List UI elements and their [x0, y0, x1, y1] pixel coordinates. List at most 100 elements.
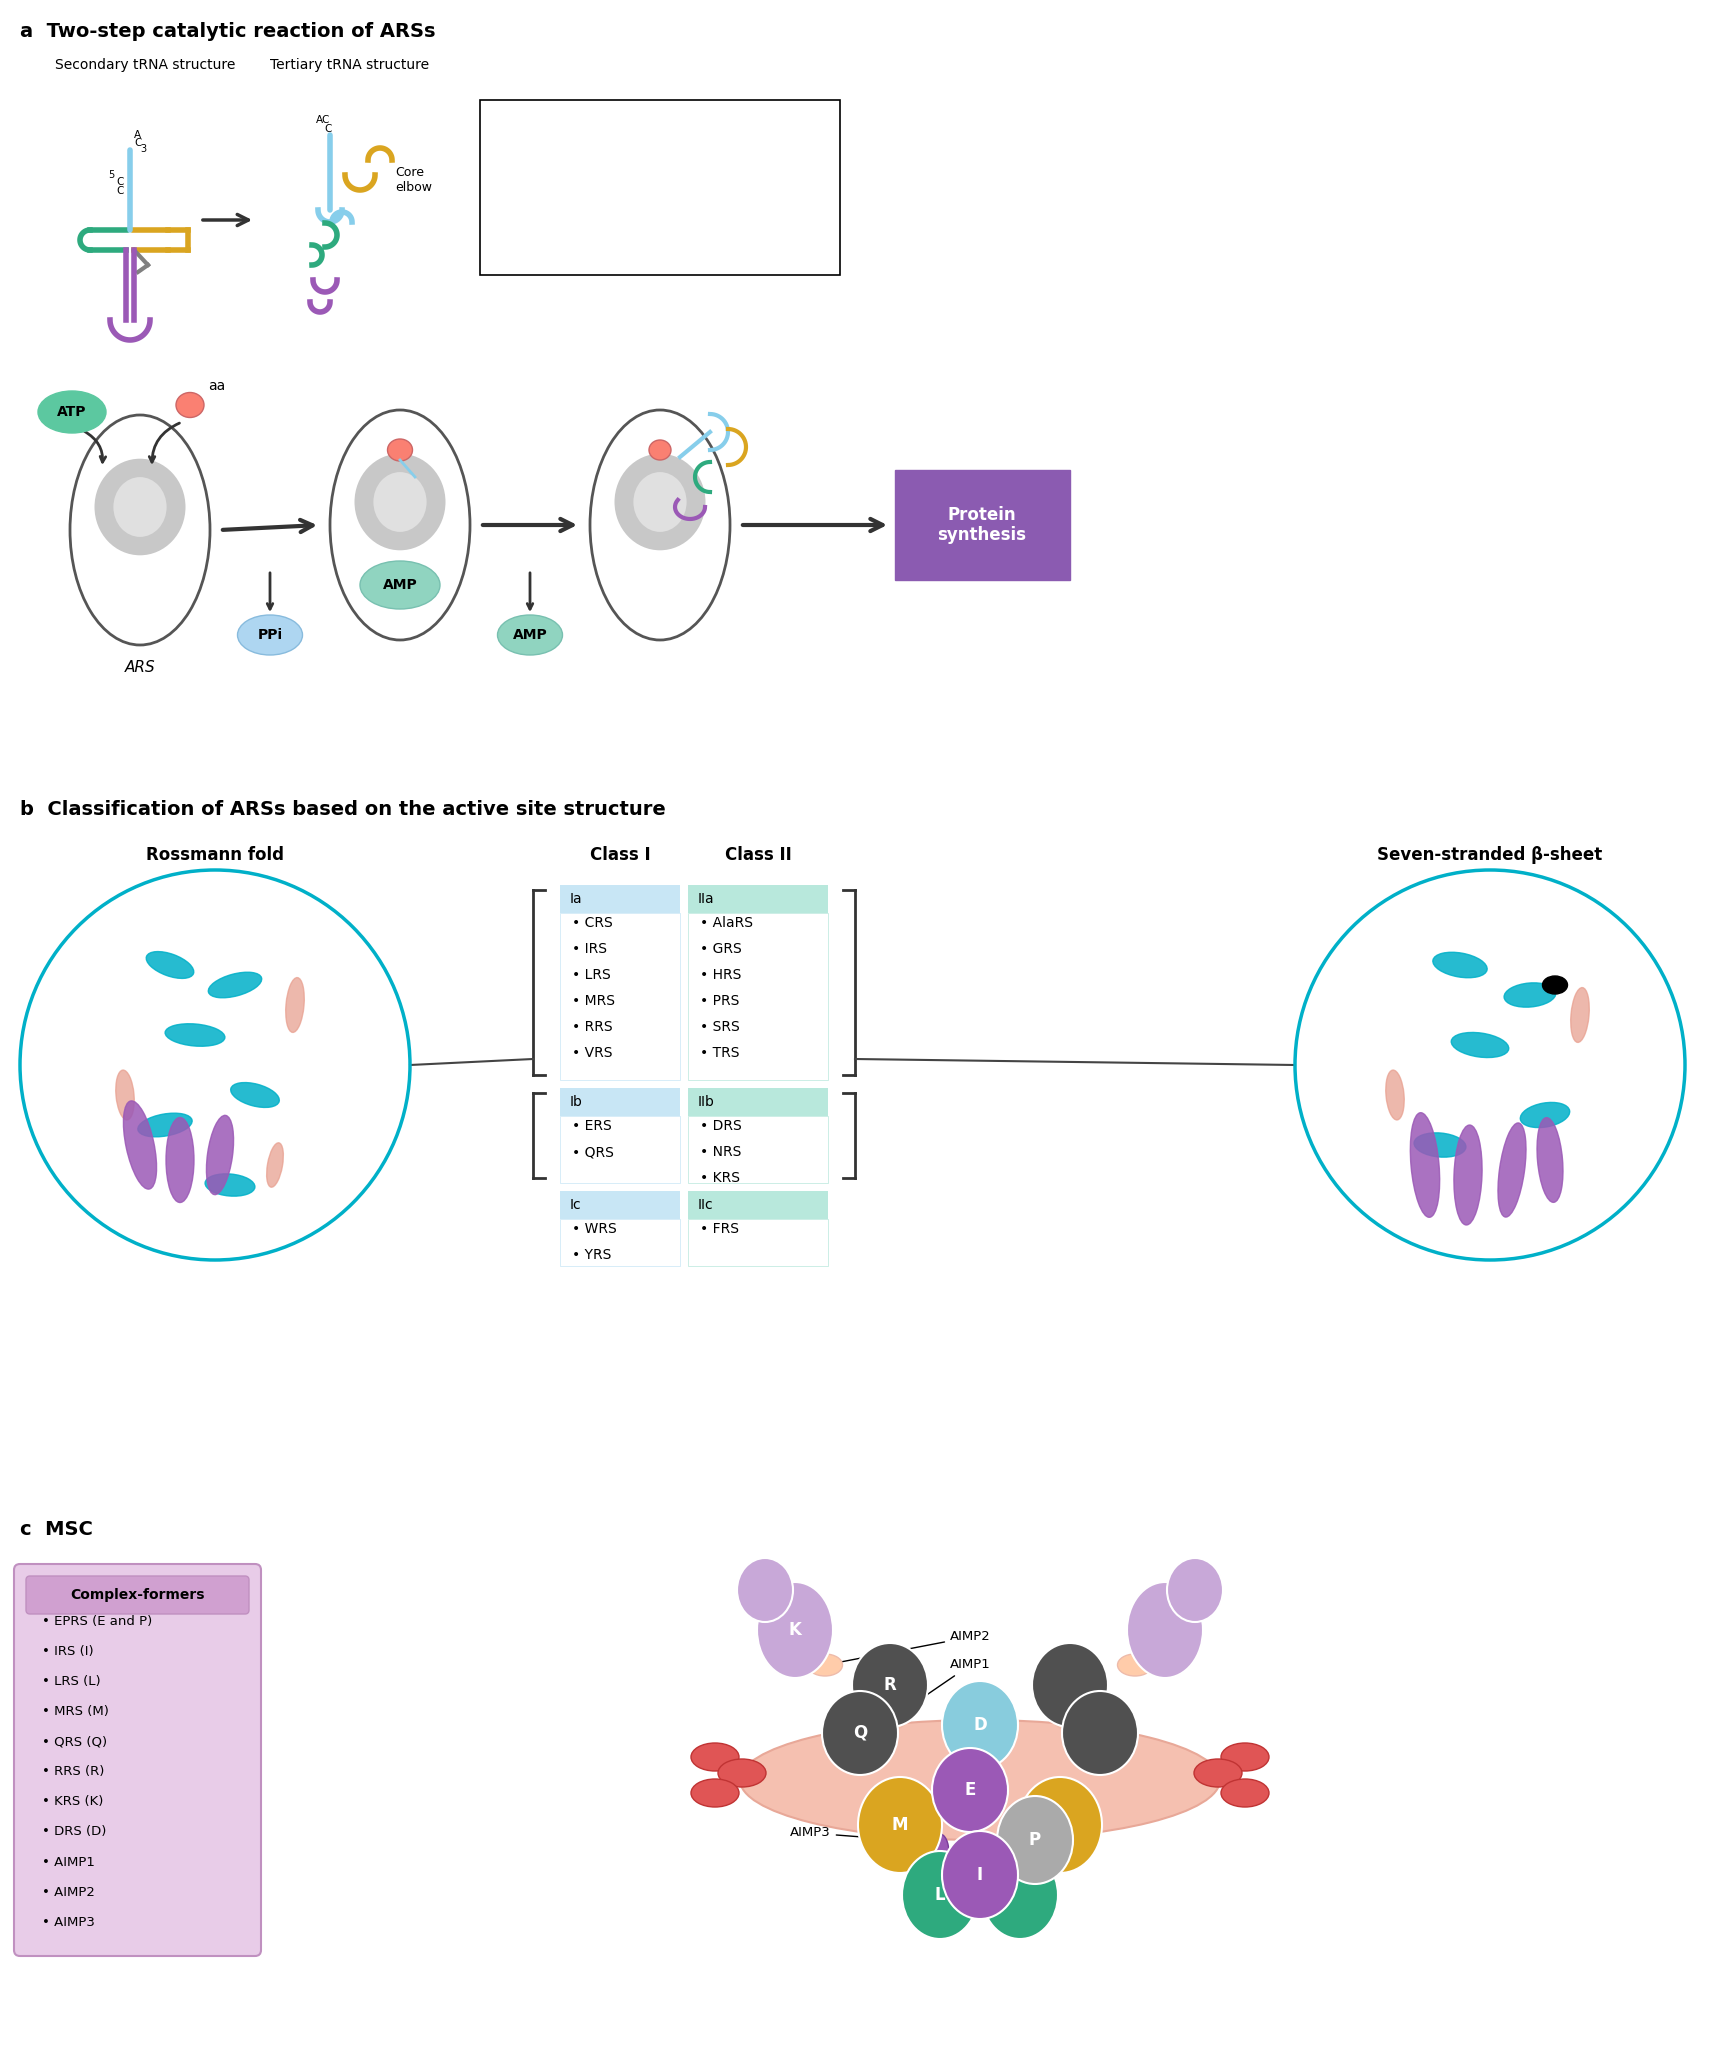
Text: C: C	[116, 177, 123, 187]
Ellipse shape	[205, 1174, 255, 1197]
Text: • TRS: • TRS	[701, 1045, 740, 1059]
FancyBboxPatch shape	[689, 1088, 827, 1117]
Text: Anticodon loop: Anticodon loop	[709, 172, 810, 185]
FancyBboxPatch shape	[561, 1117, 680, 1183]
Ellipse shape	[931, 1833, 948, 1872]
Text: • KRS (K): • KRS (K)	[43, 1796, 103, 1809]
Text: AIMP2: AIMP2	[827, 1630, 991, 1665]
Ellipse shape	[1432, 953, 1487, 977]
Ellipse shape	[1054, 1710, 1085, 1731]
Ellipse shape	[238, 616, 302, 655]
Text: 3: 3	[140, 144, 147, 154]
Text: • WRS: • WRS	[573, 1222, 617, 1236]
Ellipse shape	[1126, 1583, 1203, 1677]
Text: P: P	[1029, 1831, 1041, 1850]
Ellipse shape	[649, 439, 672, 460]
Ellipse shape	[757, 1583, 832, 1677]
Text: • AIMP1: • AIMP1	[43, 1856, 96, 1868]
Ellipse shape	[1504, 983, 1555, 1008]
Text: AIMP1: AIMP1	[892, 1659, 991, 1718]
FancyBboxPatch shape	[896, 470, 1070, 581]
Text: Class I: Class I	[590, 846, 651, 864]
Text: • FRS: • FRS	[701, 1222, 738, 1236]
Text: D: D	[972, 1716, 986, 1735]
Ellipse shape	[354, 454, 446, 550]
Ellipse shape	[361, 560, 439, 610]
Text: Protein
synthesis: Protein synthesis	[938, 505, 1027, 544]
Text: aa: aa	[208, 380, 226, 392]
Text: • AIMP2: • AIMP2	[43, 1885, 96, 1899]
Ellipse shape	[1454, 1125, 1482, 1226]
Ellipse shape	[718, 1759, 766, 1786]
Ellipse shape	[497, 616, 562, 655]
Ellipse shape	[1413, 1133, 1466, 1158]
Text: • MRS: • MRS	[573, 994, 615, 1008]
Text: Class II: Class II	[725, 846, 791, 864]
Ellipse shape	[1012, 1833, 1029, 1872]
Text: IIa: IIa	[697, 891, 714, 905]
Ellipse shape	[176, 392, 203, 417]
Ellipse shape	[942, 1681, 1019, 1770]
Text: • SRS: • SRS	[701, 1020, 740, 1035]
Ellipse shape	[996, 1796, 1073, 1885]
Ellipse shape	[1220, 1780, 1270, 1807]
Ellipse shape	[330, 411, 470, 641]
Text: Ia: Ia	[571, 891, 583, 905]
Ellipse shape	[1195, 1759, 1242, 1786]
FancyBboxPatch shape	[561, 1088, 680, 1117]
Text: • MRS (M): • MRS (M)	[43, 1706, 109, 1718]
Text: ARS: ARS	[125, 659, 156, 675]
Text: • IRS: • IRS	[573, 942, 607, 957]
Text: ATP: ATP	[56, 404, 87, 419]
Ellipse shape	[1499, 1123, 1526, 1217]
FancyBboxPatch shape	[561, 885, 680, 914]
Ellipse shape	[285, 977, 304, 1033]
Ellipse shape	[1571, 987, 1589, 1043]
Ellipse shape	[1536, 1117, 1564, 1203]
Ellipse shape	[38, 390, 106, 433]
Text: Secondary tRNA structure: Secondary tRNA structure	[55, 57, 236, 72]
Text: Acceptor stem: Acceptor stem	[533, 123, 629, 135]
Ellipse shape	[1410, 1113, 1439, 1217]
Ellipse shape	[1521, 1102, 1569, 1127]
FancyBboxPatch shape	[689, 1219, 827, 1267]
Text: AC: AC	[316, 115, 330, 125]
Text: c  MSC: c MSC	[21, 1519, 92, 1540]
Ellipse shape	[267, 1144, 284, 1187]
Text: IIb: IIb	[697, 1094, 714, 1109]
Ellipse shape	[690, 1780, 738, 1807]
Ellipse shape	[740, 1720, 1220, 1839]
Text: Tertiary tRNA structure: Tertiary tRNA structure	[270, 57, 429, 72]
Text: D arm: D arm	[533, 172, 574, 185]
Ellipse shape	[1543, 975, 1567, 994]
Text: • QRS: • QRS	[573, 1146, 614, 1160]
Ellipse shape	[902, 1852, 978, 1938]
Text: • DRS: • DRS	[701, 1119, 742, 1133]
FancyBboxPatch shape	[561, 914, 680, 1080]
Text: PPi: PPi	[258, 628, 282, 643]
Ellipse shape	[942, 1831, 1019, 1920]
Ellipse shape	[70, 415, 210, 645]
Text: • KRS: • KRS	[701, 1170, 740, 1185]
FancyBboxPatch shape	[689, 914, 827, 1080]
Ellipse shape	[1118, 1655, 1152, 1675]
Text: • GRS: • GRS	[701, 942, 742, 957]
Text: • HRS: • HRS	[701, 969, 742, 981]
Ellipse shape	[1386, 1070, 1405, 1121]
Ellipse shape	[1220, 1743, 1270, 1772]
Text: • AlaRS: • AlaRS	[701, 916, 754, 930]
Ellipse shape	[1061, 1692, 1138, 1776]
FancyBboxPatch shape	[26, 1577, 250, 1614]
Ellipse shape	[931, 1747, 1008, 1831]
Text: Seven-stranded β-sheet: Seven-stranded β-sheet	[1377, 846, 1603, 864]
Ellipse shape	[634, 472, 687, 532]
Text: AIMP3: AIMP3	[790, 1827, 937, 1844]
Ellipse shape	[123, 1100, 157, 1189]
Text: E: E	[964, 1782, 976, 1798]
Text: • QRS (Q): • QRS (Q)	[43, 1735, 108, 1749]
Ellipse shape	[208, 973, 261, 998]
FancyBboxPatch shape	[689, 1191, 827, 1219]
Ellipse shape	[822, 1692, 897, 1776]
Text: • LRS (L): • LRS (L)	[43, 1675, 101, 1688]
Ellipse shape	[690, 1743, 738, 1772]
